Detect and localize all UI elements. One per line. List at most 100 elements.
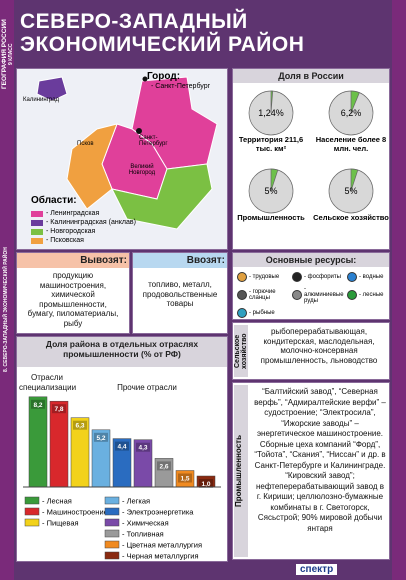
agriculture-title: Сельское хозяйство [234,325,248,377]
value-label: 7,8 [54,406,63,413]
resource-name: - водные [359,273,384,280]
legend-swatch [104,518,120,527]
industry-panel: Промышленность “Балтийский завод”, “Севе… [232,382,390,560]
map [36,76,218,230]
legend-label: - Легкая [122,497,150,506]
group-label: Отрасли специализации [19,373,77,392]
value-box [73,420,87,430]
value-box [115,441,129,451]
region-item: - Калининградская (анклав) [31,218,136,227]
region-swatch [31,237,43,244]
bar-panel: Доля района в отдельных отраслях промышл… [16,336,228,562]
resource-name: - рыбные [249,309,275,316]
value-label: 5,2 [96,435,105,442]
grade: 9 КЛАСС [8,43,14,65]
pies: 1,24% Территория 211,6 тыс. км² 6,2% Населе… [237,90,389,222]
share-panel: Доля в России 1,24% Территория 211,6 тыс.… [232,68,390,250]
pie-slice [270,90,274,114]
resource-name: - алюминиевые руды [304,285,344,304]
pie-label-box: Территория 211,6 тыс. км² [238,136,304,153]
resource-item: - фосфориты [292,269,347,284]
pie-value: 6,2% [341,108,362,118]
pie-label: Территория 211,6 тыс. км² [238,136,304,153]
export-panel: Вывозят: продукцию машиностроения, химич… [16,252,130,334]
value-box [52,404,66,414]
legend-swatch [104,496,120,505]
legend-swatch [104,551,120,560]
resource-item: - алюминиевые руды [292,285,347,304]
import-text: топливо, металл, продовольственные товар… [142,280,218,308]
bar [49,400,69,488]
map-panel: Город: - Санкт-Петербург Калининград Пск… [16,68,228,250]
value-box [31,399,45,409]
pie-slice [270,168,279,192]
value-label: 4,3 [138,445,147,452]
legend-label: - Электроэнергетика [122,508,194,517]
region-swatch [31,228,43,235]
agriculture-text: рыбоперерабатывающая, кондитерская, масл… [260,327,378,365]
resources-title: Основные ресурсы: [233,253,389,267]
region-item: - Псковская [31,236,136,245]
region-name: - Псковская [46,237,84,244]
region-swatch [31,219,43,226]
resource-icon [347,271,357,282]
legend-swatch [24,496,40,505]
legend-swatch [104,540,120,549]
import-panel: Ввозят: топливо, металл, продовольственн… [132,252,228,334]
city-legend: - Санкт-Петербург [151,83,211,90]
legend-label: - Цветная металлургия [122,541,202,550]
pie-slice [350,168,359,192]
legend-label: - Черная металлургия [122,552,199,561]
value-box [136,442,150,452]
industry-title: Промышленность [234,385,248,557]
pie-label-box: Сельское хозяйство [313,214,389,222]
value-box [178,473,192,483]
legend-label: - Машиностроение [42,508,108,517]
pie-value: 5% [344,186,357,196]
region-name: - Новгородская [46,228,96,235]
value-label: 1,5 [180,476,189,483]
legend-swatch [104,507,120,516]
resource-icon [237,271,247,282]
value-box [199,479,213,488]
legend-swatch [104,529,120,538]
bar [28,396,48,488]
pie-value: 5% [264,186,277,196]
pie-label: Сельское хозяйство [313,214,389,222]
export-text: продукцию машиностроения, химической про… [27,271,119,328]
city: Псков [77,141,94,147]
import-title: Ввозят: [133,253,227,268]
value-label: 6,3 [75,423,84,430]
city: Калининград [23,97,60,103]
legend-label: - Пищевая [42,519,79,528]
bar-chart: 8,2 - Лесная 7,8 - Машиностроение 6,3 - Пищев… [23,396,221,561]
pie-label-box: Население более 8 млн. чел. [315,136,387,153]
resource-icon [237,289,247,300]
resource-item: - водные [347,269,387,284]
right-strip [392,0,406,580]
resource-icon [292,271,302,282]
resources-list: - трудовые - фосфориты - водные - горючие с… [237,269,387,323]
value-label: 2,6 [159,463,168,470]
resource-item: - рыбные [237,305,292,320]
resource-name: - фосфориты [304,273,341,280]
resource-name: - лесные [359,291,384,298]
value-label: 8,2 [33,402,42,409]
pie-label: Население более 8 млн. чел. [315,136,387,153]
topic: 8. СЕВЕРО-ЗАПАДНЫЙ ЭКОНОМИЧЕСКИЙ РАЙОН [3,247,9,373]
regions-list: - Ленинградская - Калининградская (анклав… [31,209,136,245]
region-item: - Ленинградская [31,209,136,218]
region-swatch [31,210,43,217]
value-box [157,461,171,471]
resource-item: - горючие сланцы [237,287,292,302]
share-title: Доля в России [233,69,389,83]
resource-icon [237,307,247,318]
legend-label: - Лесная [42,497,72,506]
resource-item: - трудовые [237,269,292,284]
value-box [94,432,108,442]
title: СЕВЕРО-ЗАПАДНЫЙ ЭКОНОМИЧЕСКИЙ РАЙОН [20,10,305,56]
series: ГЕОГРАФИЯ РОССИИ [1,19,8,89]
group-label: Прочие отрасли [117,383,177,392]
export-title: Вывозят: [17,253,129,268]
